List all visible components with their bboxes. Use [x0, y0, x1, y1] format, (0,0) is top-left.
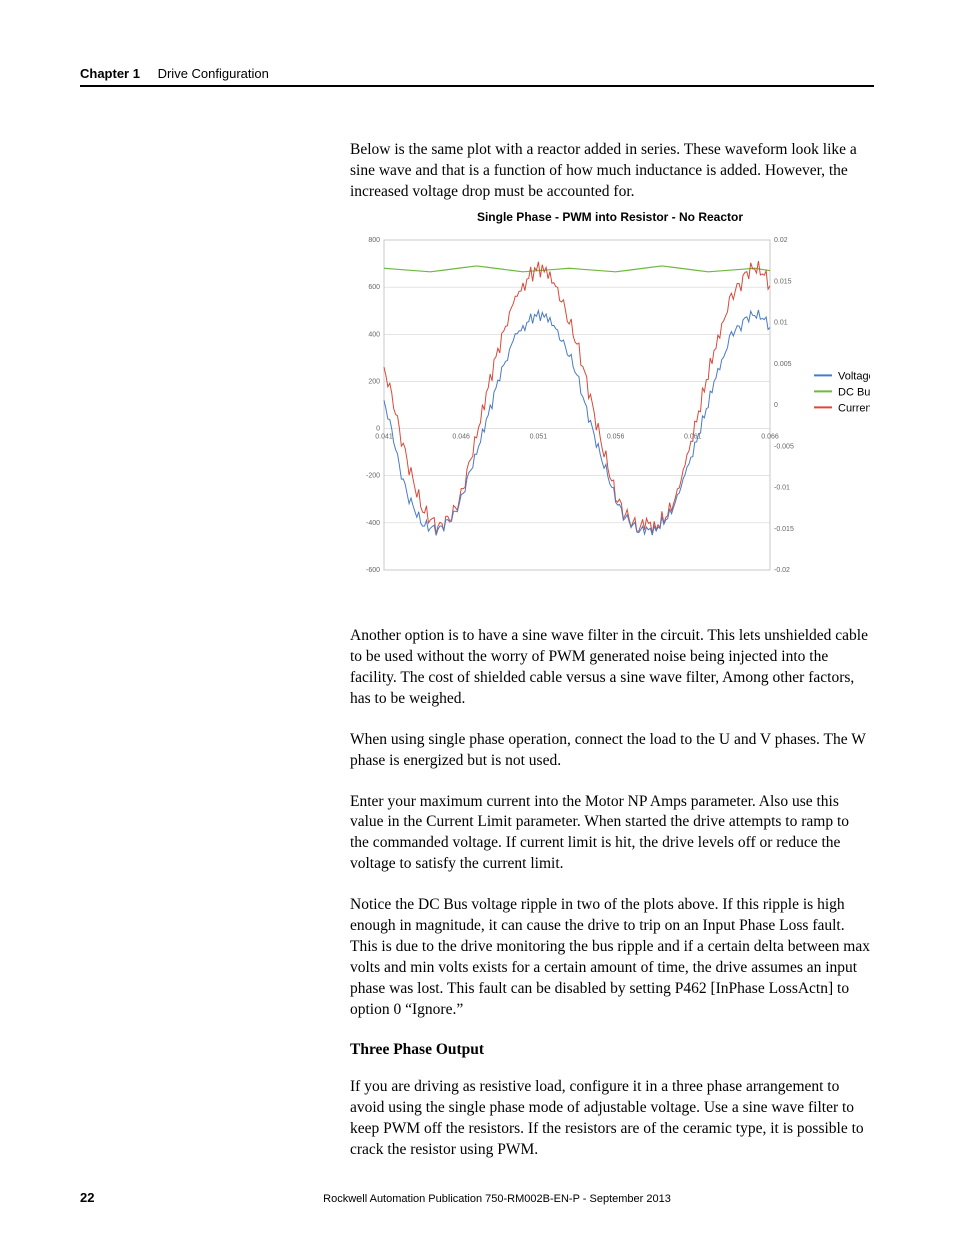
svg-text:0: 0 [376, 426, 380, 433]
svg-text:0.066: 0.066 [761, 434, 779, 441]
svg-text:0: 0 [774, 402, 778, 409]
subheading-three-phase: Three Phase Output [350, 1041, 870, 1059]
paragraph-after-sub: If you are driving as resistive load, co… [350, 1077, 870, 1161]
svg-text:0.046: 0.046 [452, 434, 470, 441]
intro-paragraph: Below is the same plot with a reactor ad… [350, 140, 870, 203]
svg-text:200: 200 [368, 378, 380, 385]
page-number: 22 [80, 1190, 120, 1205]
svg-text:0.02: 0.02 [774, 237, 788, 244]
svg-text:600: 600 [368, 284, 380, 291]
body-text: Another option is to have a sine wave fi… [350, 626, 870, 1180]
chart-svg: -600 -400 -200 0 200 400 600 800 -0.02 -0.015 -0.0… [350, 230, 870, 590]
paragraph-3: Enter your maximum current into the Moto… [350, 792, 870, 876]
page-footer: 22 Rockwell Automation Publication 750-R… [80, 1190, 874, 1205]
svg-text:0.051: 0.051 [530, 434, 548, 441]
svg-text:0.041: 0.041 [375, 434, 393, 441]
svg-text:-0.015: -0.015 [774, 526, 794, 533]
svg-text:-0.01: -0.01 [774, 485, 790, 492]
svg-text:0.056: 0.056 [607, 434, 625, 441]
paragraph-1: Another option is to have a sine wave fi… [350, 626, 870, 710]
publication-info: Rockwell Automation Publication 750-RM00… [120, 1193, 874, 1205]
paragraph-2: When using single phase operation, conne… [350, 730, 870, 772]
svg-text:-0.005: -0.005 [774, 443, 794, 450]
svg-text:-0.02: -0.02 [774, 567, 790, 574]
section-label: Drive Configuration [158, 66, 269, 81]
svg-text:-400: -400 [366, 520, 380, 527]
svg-text:-200: -200 [366, 473, 380, 480]
paragraph-4: Notice the DC Bus voltage ripple in two … [350, 895, 870, 1021]
svg-text:0.01: 0.01 [774, 320, 788, 327]
page-header: Chapter 1 Drive Configuration [80, 66, 874, 87]
waveform-chart: Single Phase - PWM into Resistor - No Re… [350, 210, 870, 590]
svg-text:0.005: 0.005 [774, 361, 792, 368]
svg-text:Voltage: Voltage [838, 370, 870, 382]
chapter-label: Chapter 1 [80, 66, 140, 81]
svg-text:-600: -600 [366, 567, 380, 574]
svg-text:Current: Current [838, 402, 870, 414]
svg-text:0.015: 0.015 [774, 278, 792, 285]
chart-title: Single Phase - PWM into Resistor - No Re… [350, 210, 870, 224]
svg-text:DC Bus: DC Bus [838, 386, 870, 398]
svg-text:400: 400 [368, 331, 380, 338]
svg-text:800: 800 [368, 237, 380, 244]
